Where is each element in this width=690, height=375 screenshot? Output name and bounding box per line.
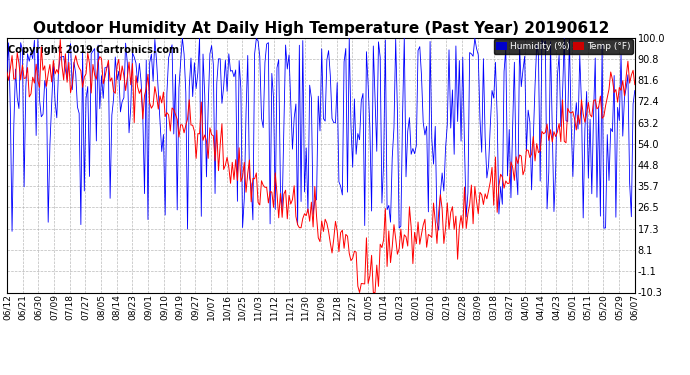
Title: Outdoor Humidity At Daily High Temperature (Past Year) 20190612: Outdoor Humidity At Daily High Temperatu… — [32, 21, 609, 36]
Text: Copyright 2019 Cartronics.com: Copyright 2019 Cartronics.com — [8, 45, 179, 55]
Legend: Humidity (%), Temp (°F): Humidity (%), Temp (°F) — [493, 39, 633, 54]
